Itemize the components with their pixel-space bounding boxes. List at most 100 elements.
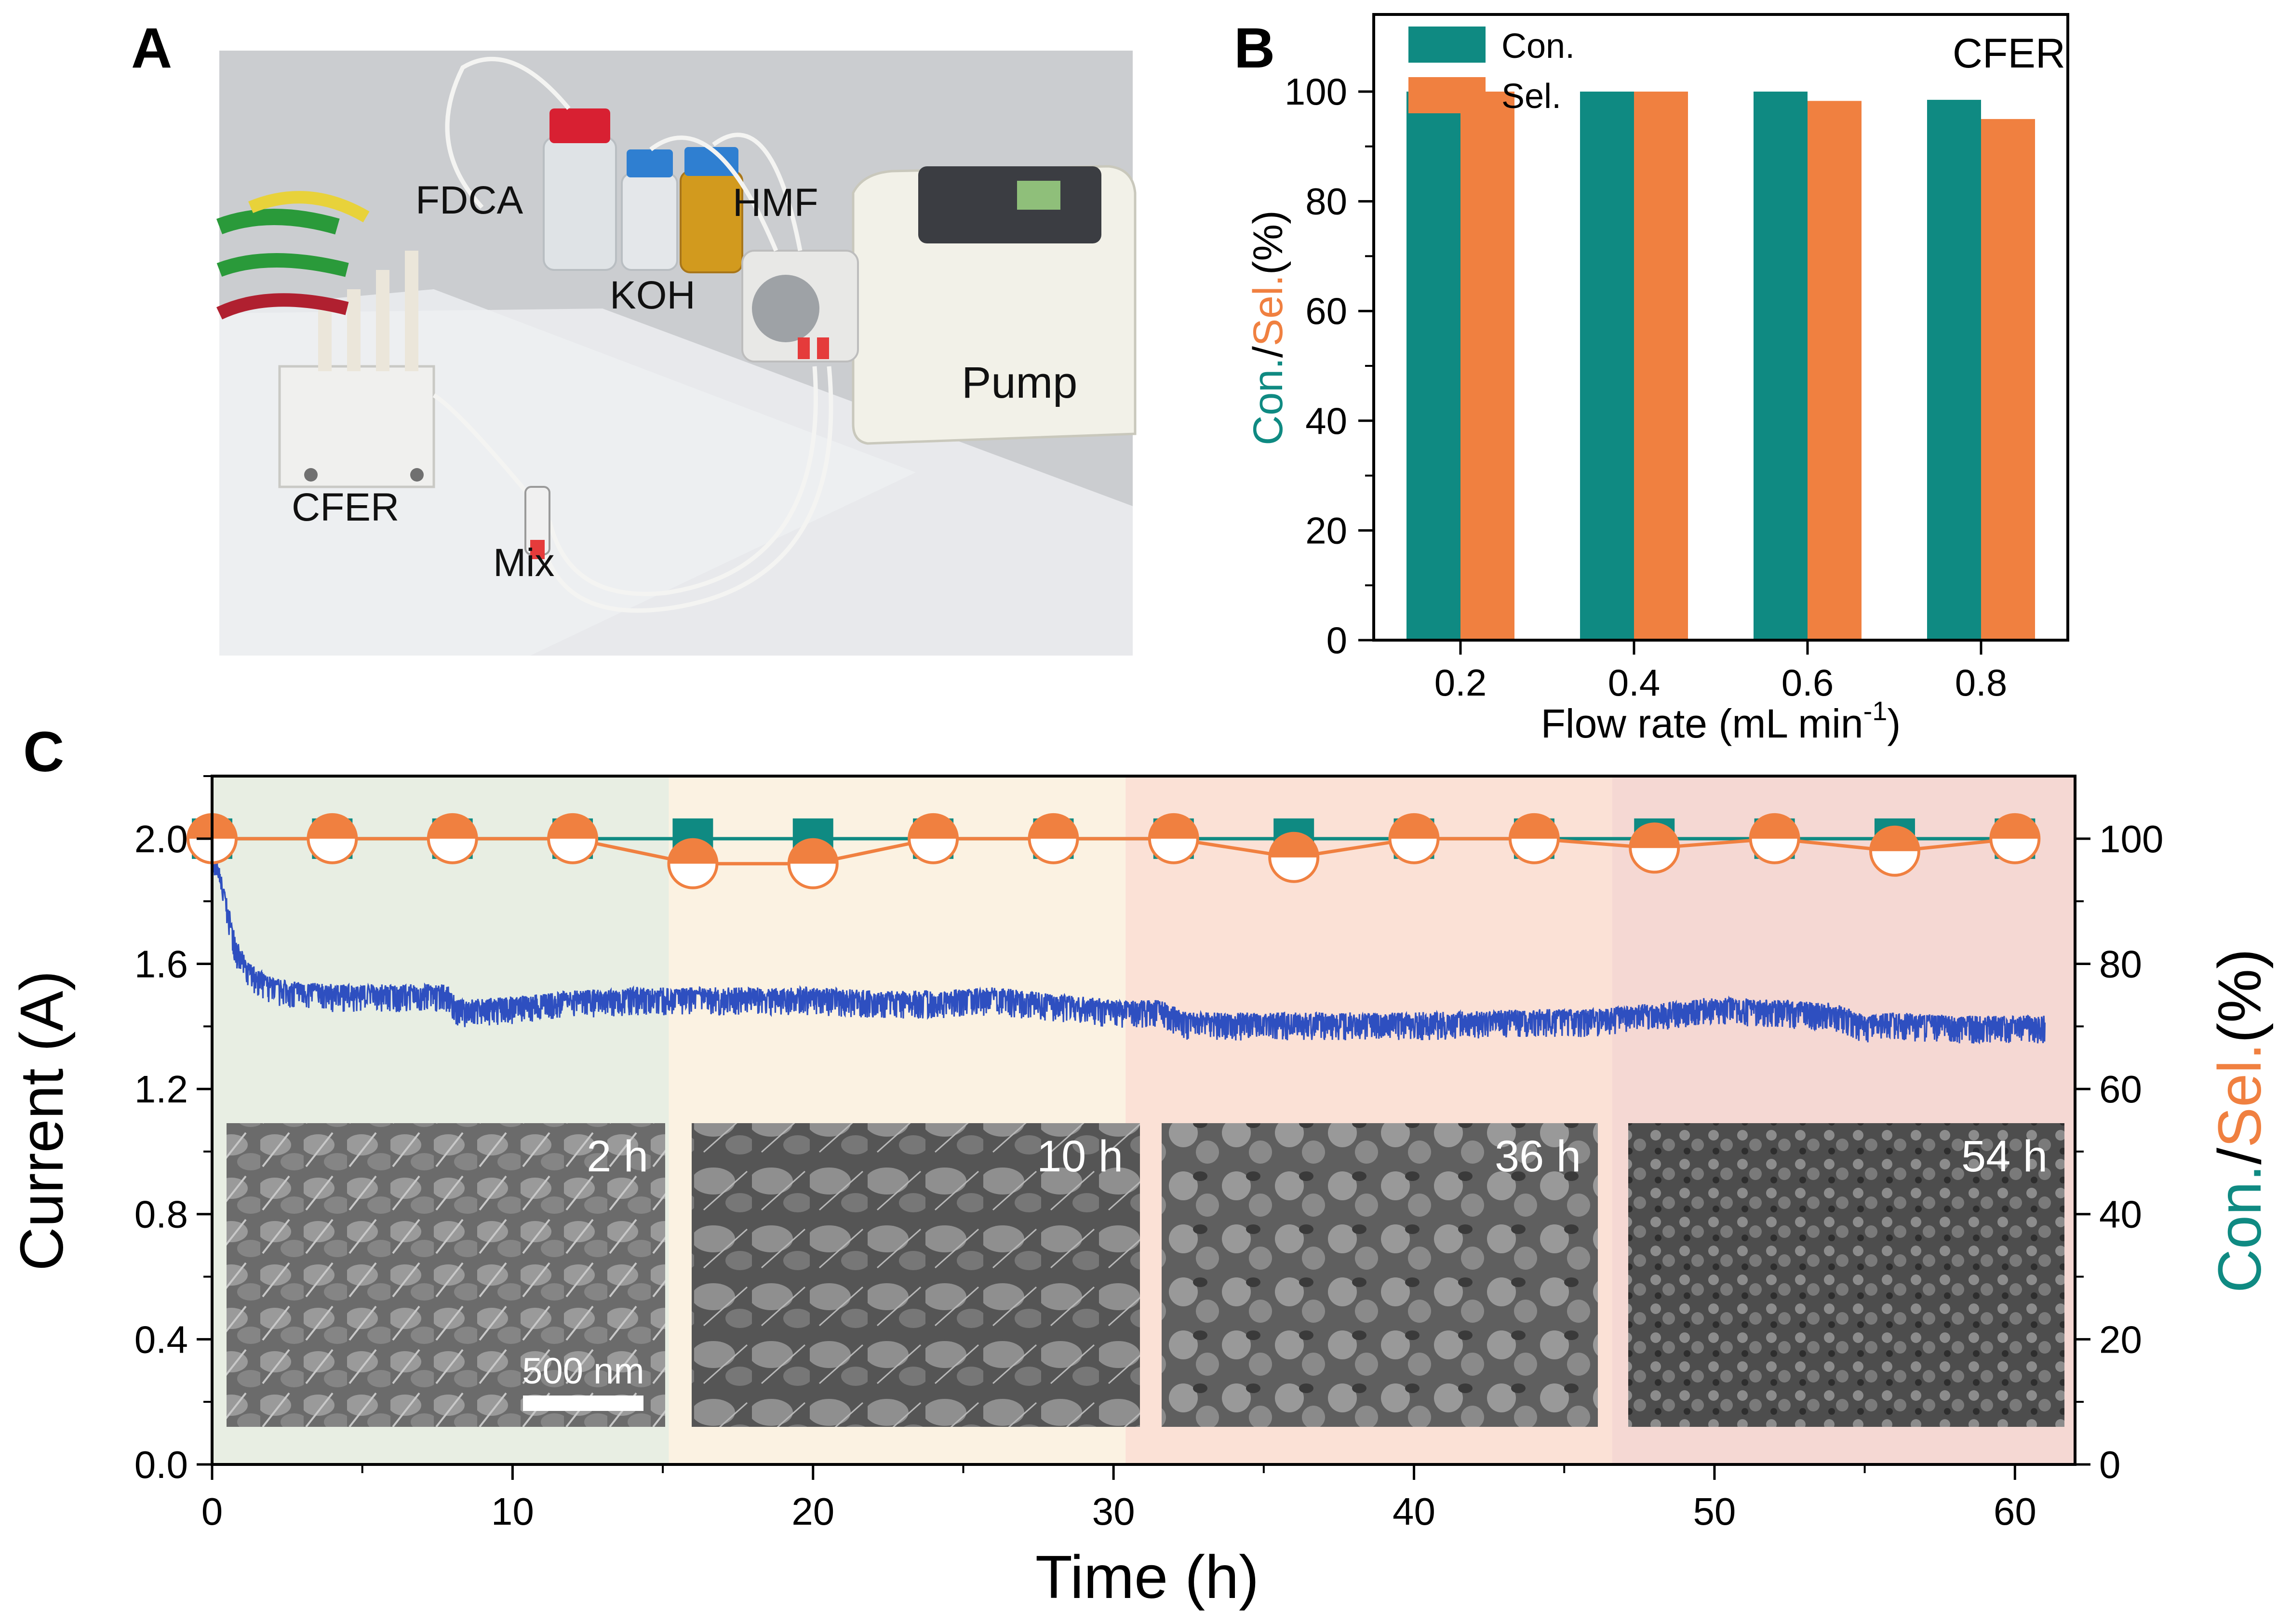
x-tick-label: 30 (1092, 1490, 1135, 1533)
y-tick-label: 60 (1305, 290, 1347, 332)
legend: Con. Sel. (1408, 27, 1575, 116)
right-y-tick-label: 60 (2099, 1068, 2142, 1111)
tubing (432, 56, 833, 613)
right-y-tick-label: 40 (2099, 1193, 2142, 1236)
sem-image-1 (227, 1123, 665, 1427)
flow-reactor (216, 191, 435, 488)
sel-line (212, 837, 2015, 866)
right-y-tick-label: 80 (2099, 942, 2142, 985)
photo-label-fdca: FDCA (415, 178, 523, 222)
sem-time-label: 2 h (587, 1132, 648, 1181)
left-y-tick-label: 0.4 (134, 1318, 188, 1361)
sel-marker-fill (308, 814, 357, 839)
x-tick-label: 60 (1994, 1490, 2036, 1533)
sel-marker-fill (1270, 833, 1318, 858)
photo-label-hmf: HMF (733, 181, 818, 225)
photo-label-koh: KOH (610, 273, 696, 317)
setup-photo (216, 51, 1137, 656)
sel-marker-fill (909, 814, 958, 839)
plot-frame (211, 775, 2076, 1466)
flow-rate-bar-chart: 0 20 40 60 80 100 0.2 0.4 0.6 0.8 CFER Con. Sel.… (1245, 13, 2069, 746)
scale-bar (523, 1396, 643, 1411)
bottle-koh (621, 149, 678, 271)
bar-con-0.2 (1406, 92, 1460, 640)
sel-marker-fill (1870, 827, 1919, 851)
x-tick-label: 20 (791, 1490, 834, 1533)
x-tick-label: 40 (1393, 1490, 1435, 1533)
x-tick-label: 0.8 (1955, 661, 2007, 704)
bottle-hmf (680, 147, 743, 273)
bottle-fdca (543, 108, 617, 271)
bar-sel-0.8 (1981, 119, 2035, 640)
photo-label-pump: Pump (962, 358, 1077, 407)
y-tick-label: 100 (1285, 70, 1347, 113)
stability-chart: 2 h 500 nm 10 h 36 h 54 h 0.0 0.4 0.8 1.2 1.6 2.0… (8, 775, 2274, 1611)
current-trace (211, 852, 2046, 1045)
left-y-axis: 0.0 0.4 0.8 1.2 1.6 2.0 (134, 775, 212, 1486)
right-y-axis-title: Con./Sel.(%) (2206, 949, 2274, 1293)
left-y-tick-label: 0.0 (134, 1443, 188, 1486)
sem-insets: 2 h 500 nm 10 h 36 h 54 h (227, 1123, 2064, 1427)
y-axis-title: Con./Sel.(%) (1245, 210, 1291, 445)
panel-label-b: B (1234, 16, 1275, 80)
x-tick-label: 0.6 (1781, 661, 1834, 704)
left-y-tick-label: 0.8 (134, 1193, 188, 1236)
sem-time-label: 36 h (1495, 1132, 1581, 1181)
bar-sel-0.2 (1460, 92, 1514, 640)
x-axis: 0.2 0.4 0.6 0.8 (1434, 640, 2007, 704)
right-y-tick-label: 100 (2099, 818, 2163, 860)
x-tick-label: 10 (491, 1490, 534, 1533)
sel-marker-fill (789, 839, 837, 864)
peristaltic-pump (741, 165, 1137, 445)
legend-swatch-sel (1408, 77, 1486, 113)
x-tick-label: 50 (1693, 1490, 1736, 1533)
x-tick-label: 0.4 (1608, 661, 1660, 704)
left-y-tick-label: 1.6 (134, 942, 188, 985)
y-tick-label: 20 (1305, 509, 1347, 551)
sel-marker-fill (428, 814, 477, 839)
bar-group (1406, 92, 2035, 641)
bar-sel-0.4 (1634, 92, 1688, 640)
photo-labels: FDCA KOH HMF Pump CFER Mix (292, 178, 1077, 585)
y-axis: 0 20 40 60 80 100 (1285, 70, 1374, 661)
sem-image-2 (692, 1123, 1140, 1427)
right-y-tick-label: 20 (2099, 1318, 2142, 1361)
x-axis-title: Time (h) (1035, 1543, 1259, 1611)
plot-frame (1372, 13, 2069, 642)
legend-swatch-con (1408, 27, 1486, 63)
y-tick-label: 80 (1305, 180, 1347, 223)
left-y-axis-title: Current (A) (8, 970, 76, 1271)
sel-marker-fill (1390, 814, 1438, 839)
left-y-tick-label: 2.0 (134, 818, 188, 860)
mixer (524, 486, 550, 559)
legend-label-sel: Sel. (1501, 77, 1561, 116)
sel-marker-fill (669, 839, 717, 864)
x-axis: 0 10 20 30 40 50 60 (201, 1464, 2036, 1533)
scale-bar-label: 500 nm (522, 1351, 644, 1392)
sel-marker-fill (1149, 814, 1198, 839)
sel-marker-fill (1630, 824, 1679, 848)
photo-label-cfer: CFER (292, 485, 399, 529)
sem-time-label: 10 h (1037, 1132, 1123, 1181)
sel-marker-fill (1991, 814, 2039, 839)
sel-marker-fill (549, 814, 597, 839)
right-y-tick-label: 0 (2099, 1443, 2121, 1486)
left-y-tick-label: 1.2 (134, 1068, 188, 1111)
bar-con-0.6 (1754, 92, 1808, 640)
x-tick-label: 0 (201, 1490, 223, 1533)
sel-marker-fill (1029, 814, 1078, 839)
sel-series (187, 813, 2041, 889)
sem-time-label: 54 h (1961, 1132, 2048, 1181)
sel-marker-fill (1510, 814, 1558, 839)
x-axis-title: Flow rate (mL min-1) (1541, 696, 1901, 746)
bar-sel-0.6 (1808, 101, 1862, 641)
y-tick-label: 40 (1305, 400, 1347, 442)
right-y-axis: 0 20 40 60 80 100 (2075, 818, 2163, 1486)
photo-label-mix: Mix (493, 541, 555, 585)
bar-con-0.8 (1927, 100, 1981, 640)
chart-annotation: CFER (1953, 30, 2065, 77)
y-tick-label: 0 (1326, 619, 1347, 661)
sel-marker-fill (1750, 814, 1799, 839)
panel-label-c: C (23, 720, 64, 784)
